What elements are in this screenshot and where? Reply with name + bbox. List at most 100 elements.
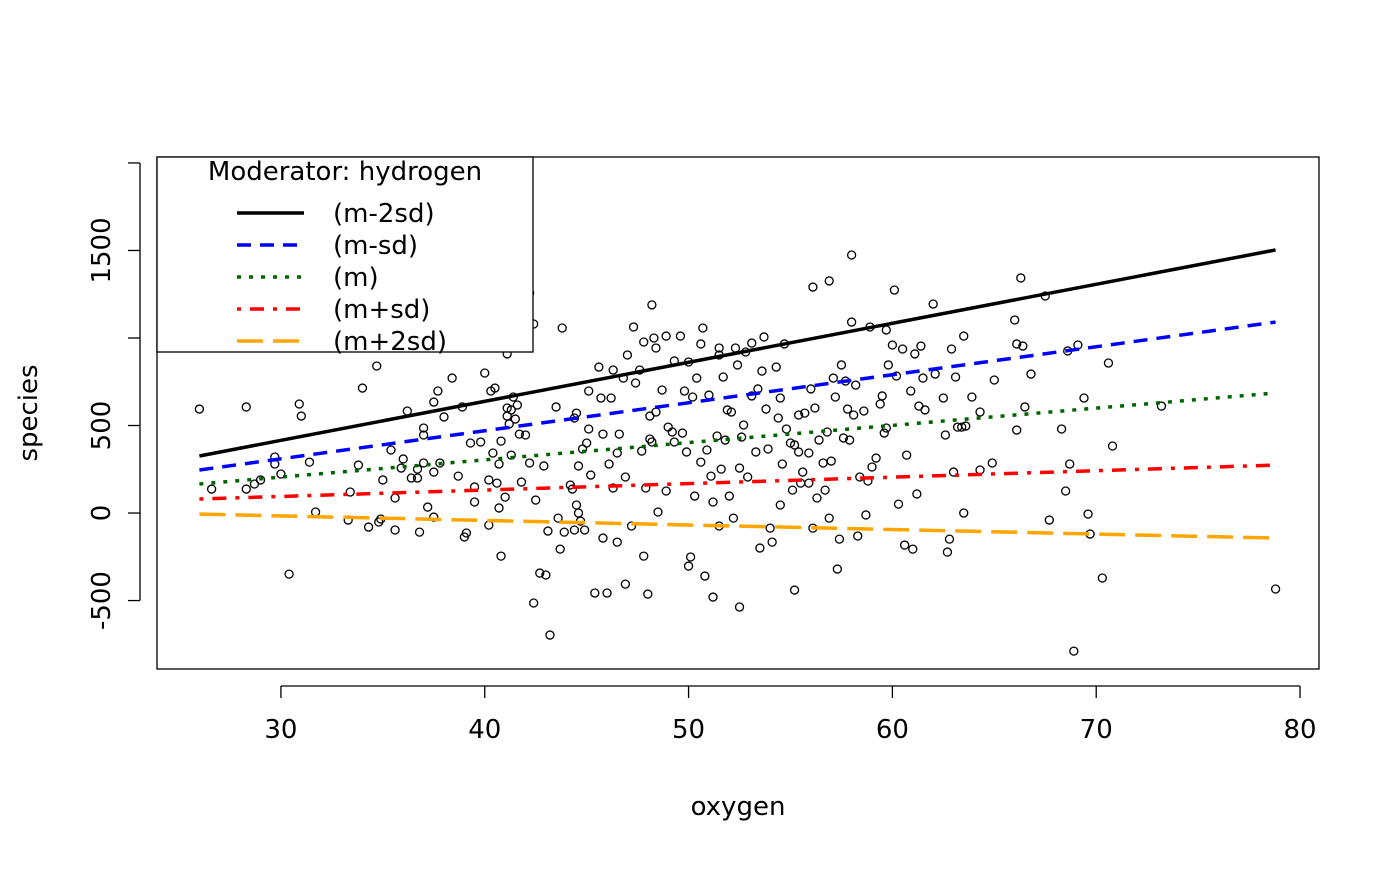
data-point bbox=[1012, 425, 1022, 435]
data-point bbox=[700, 571, 710, 581]
data-point bbox=[771, 362, 781, 372]
data-point bbox=[824, 513, 834, 523]
data-point bbox=[877, 391, 887, 401]
data-point bbox=[798, 467, 808, 477]
data-point bbox=[555, 544, 565, 554]
data-point bbox=[1107, 441, 1118, 451]
y-tick-label: 500 bbox=[87, 401, 117, 451]
y-tick-label: 0 bbox=[87, 505, 117, 522]
data-point bbox=[912, 489, 922, 499]
data-point bbox=[1156, 401, 1167, 411]
data-point bbox=[1060, 486, 1071, 496]
data-point bbox=[938, 393, 949, 403]
data-point bbox=[488, 448, 498, 458]
data-point bbox=[429, 397, 439, 407]
data-point bbox=[604, 459, 614, 469]
data-point bbox=[1012, 339, 1022, 349]
data-point bbox=[732, 360, 743, 370]
data-point bbox=[1079, 393, 1089, 403]
data-point bbox=[747, 338, 757, 348]
data-point bbox=[765, 523, 775, 533]
data-point bbox=[944, 534, 955, 544]
data-point bbox=[781, 424, 792, 434]
data-point bbox=[834, 534, 845, 544]
x-tick-label: 30 bbox=[264, 715, 297, 745]
data-point bbox=[804, 478, 814, 488]
data-point bbox=[429, 512, 439, 522]
data-point bbox=[824, 276, 834, 286]
data-point bbox=[887, 340, 898, 350]
data-point bbox=[584, 386, 594, 396]
data-point bbox=[810, 403, 820, 413]
data-point bbox=[908, 544, 918, 554]
data-point bbox=[639, 551, 649, 561]
data-point bbox=[276, 469, 286, 479]
data-point bbox=[390, 525, 400, 535]
plot-frame bbox=[156, 156, 1320, 670]
data-point bbox=[975, 407, 985, 417]
data-point bbox=[775, 500, 785, 510]
data-point bbox=[510, 414, 520, 424]
x-axis-label: oxygen bbox=[691, 792, 786, 822]
data-point bbox=[598, 429, 608, 439]
data-point bbox=[418, 423, 429, 433]
data-point bbox=[889, 285, 900, 295]
data-point bbox=[940, 430, 951, 440]
data-point bbox=[851, 380, 861, 390]
data-point bbox=[706, 471, 716, 481]
data-point bbox=[569, 525, 580, 535]
data-point bbox=[836, 360, 847, 370]
data-point bbox=[844, 435, 855, 445]
x-tick-label: 40 bbox=[468, 715, 501, 745]
x-tick-label: 70 bbox=[1080, 715, 1113, 745]
data-point bbox=[357, 383, 368, 393]
y-axis: -500 0 500 1500 bbox=[87, 162, 141, 630]
data-point bbox=[961, 421, 971, 431]
data-point bbox=[584, 424, 594, 434]
data-point bbox=[476, 437, 486, 447]
data-point bbox=[812, 493, 822, 503]
data-point bbox=[775, 393, 785, 403]
data-point bbox=[602, 588, 612, 598]
data-point bbox=[296, 411, 306, 421]
data-point bbox=[557, 323, 567, 333]
data-point bbox=[818, 458, 828, 468]
data-point bbox=[987, 458, 997, 468]
data-point bbox=[849, 410, 859, 420]
data-point bbox=[608, 365, 618, 375]
legend-label: (m-sd) bbox=[333, 231, 418, 261]
data-point bbox=[310, 507, 321, 517]
data-point bbox=[294, 399, 304, 409]
data-point bbox=[1065, 459, 1075, 469]
data-point bbox=[512, 400, 523, 410]
data-point bbox=[429, 467, 439, 477]
data-point bbox=[639, 337, 649, 347]
data-point bbox=[423, 502, 433, 512]
data-point bbox=[529, 598, 539, 608]
data-point bbox=[755, 543, 765, 553]
data-point bbox=[787, 485, 798, 495]
data-point bbox=[435, 458, 445, 468]
y-axis-label: species bbox=[14, 364, 44, 461]
data-point bbox=[630, 378, 641, 388]
data-point bbox=[793, 410, 804, 420]
data-point bbox=[539, 461, 549, 471]
data-point bbox=[814, 435, 824, 445]
y-tick-label: -500 bbox=[87, 571, 117, 630]
data-point bbox=[469, 497, 480, 507]
line-dotdash bbox=[199, 463, 1276, 501]
data-point bbox=[826, 456, 836, 466]
data-point bbox=[484, 475, 494, 485]
data-point bbox=[612, 537, 622, 547]
x-axis: 30 40 50 60 70 80 bbox=[264, 685, 1317, 745]
data-point bbox=[853, 531, 863, 541]
data-point bbox=[657, 385, 667, 395]
data-point bbox=[1069, 646, 1079, 656]
data-point bbox=[724, 491, 734, 501]
data-point bbox=[573, 461, 584, 471]
line-dashed bbox=[199, 320, 1276, 472]
data-point bbox=[386, 445, 396, 455]
data-point bbox=[871, 453, 881, 463]
data-point bbox=[194, 404, 205, 414]
data-point bbox=[651, 407, 661, 417]
